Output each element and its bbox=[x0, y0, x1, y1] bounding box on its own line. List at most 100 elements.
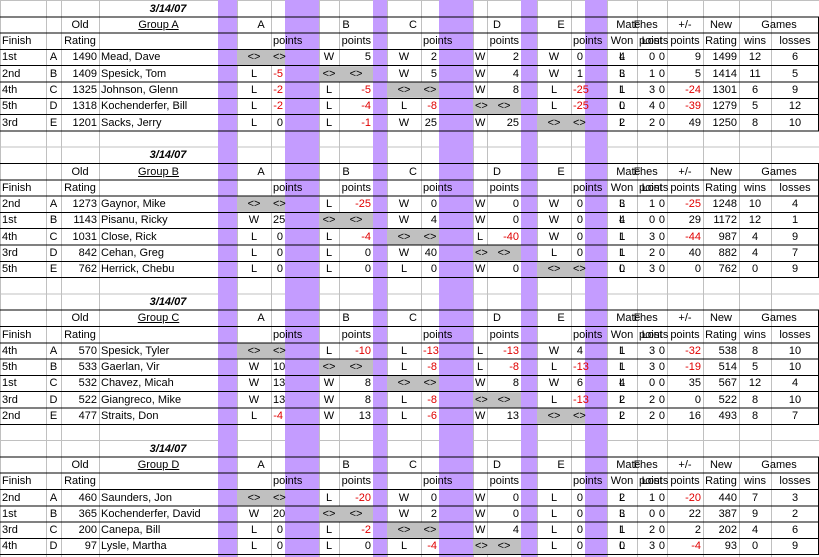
match-points[interactable]: 0 bbox=[576, 247, 583, 259]
player-name[interactable]: Mead, Dave bbox=[101, 51, 161, 64]
match-points[interactable]: -4 bbox=[361, 100, 371, 113]
rating-change[interactable]: -4 bbox=[691, 540, 701, 553]
player-name[interactable]: Herrick, Chebu bbox=[101, 263, 175, 276]
match-points[interactable]: -10 bbox=[355, 344, 371, 357]
header-losses[interactable]: losses bbox=[779, 181, 811, 194]
matches-won[interactable]: 1 bbox=[618, 344, 626, 357]
player-old-rating[interactable]: 97 bbox=[84, 540, 97, 553]
match-points[interactable]: 0 bbox=[658, 214, 665, 227]
new-rating[interactable]: 987 bbox=[718, 230, 737, 243]
match-result[interactable]: L bbox=[250, 410, 258, 422]
player-name[interactable]: Lysle, Martha bbox=[101, 540, 167, 553]
header-old[interactable]: Old bbox=[71, 165, 89, 178]
header-opponent[interactable]: E bbox=[557, 165, 565, 178]
matches-lost[interactable]: 0 bbox=[648, 507, 656, 520]
player-finish[interactable]: 2nd bbox=[2, 198, 21, 211]
games-wins[interactable]: 7 bbox=[751, 491, 759, 504]
player-name[interactable]: Cehan, Greg bbox=[101, 247, 164, 259]
header-plusminus[interactable]: +/- bbox=[678, 312, 692, 325]
matches-lost[interactable]: 0 bbox=[648, 214, 656, 227]
new-rating[interactable]: 1414 bbox=[712, 67, 737, 80]
header-opponent[interactable]: F bbox=[633, 18, 641, 31]
games-losses[interactable]: 6 bbox=[791, 51, 799, 64]
match-result[interactable]: L bbox=[618, 377, 626, 390]
header-rating[interactable]: Rating bbox=[64, 35, 96, 48]
match-result[interactable]: W bbox=[398, 198, 410, 211]
match-result[interactable]: L bbox=[400, 393, 408, 406]
games-wins[interactable]: 8 bbox=[751, 410, 759, 422]
match-result[interactable]: L bbox=[250, 116, 258, 129]
header-new[interactable]: New bbox=[709, 458, 732, 471]
match-points[interactable]: 0 bbox=[658, 198, 665, 211]
matches-lost[interactable]: 2 bbox=[648, 393, 656, 406]
match-result[interactable]: W bbox=[398, 247, 410, 259]
header-matches[interactable]: Matches bbox=[616, 458, 658, 471]
player-letter[interactable]: C bbox=[49, 84, 58, 96]
matches-lost[interactable]: 2 bbox=[648, 116, 656, 129]
player-letter[interactable]: A bbox=[49, 198, 58, 211]
player-old-rating[interactable]: 1409 bbox=[72, 67, 97, 80]
match-points[interactable]: -8 bbox=[427, 361, 437, 374]
match-points[interactable]: -2 bbox=[273, 84, 283, 96]
header-new[interactable]: New bbox=[709, 18, 732, 31]
match-points[interactable]: 0 bbox=[576, 540, 583, 553]
header-opponent[interactable]: E bbox=[557, 312, 565, 325]
match-points[interactable]: 2 bbox=[430, 51, 437, 64]
matches-won[interactable]: 1 bbox=[618, 361, 626, 374]
player-finish[interactable]: 1st bbox=[2, 507, 17, 520]
match-points[interactable]: 0 bbox=[658, 230, 665, 243]
match-result[interactable]: W bbox=[548, 214, 560, 227]
match-points[interactable]: 0 bbox=[658, 524, 665, 537]
match-points[interactable]: -6 bbox=[427, 410, 437, 422]
header-points[interactable]: points bbox=[341, 475, 371, 488]
match-points[interactable]: 0 bbox=[576, 214, 583, 227]
header-plusminus[interactable]: +/- bbox=[678, 165, 692, 178]
header-new-rating[interactable]: Rating bbox=[705, 181, 737, 194]
player-finish[interactable]: 3rd bbox=[2, 116, 18, 129]
match-result[interactable]: W bbox=[475, 507, 486, 520]
rating-change[interactable]: 9 bbox=[694, 51, 701, 64]
player-letter[interactable]: D bbox=[49, 540, 58, 553]
matches-lost[interactable]: 2 bbox=[648, 524, 656, 537]
games-wins[interactable]: 12 bbox=[748, 377, 762, 390]
player-finish[interactable]: 4th bbox=[2, 84, 18, 96]
player-old-rating[interactable]: 1031 bbox=[72, 230, 97, 243]
player-old-rating[interactable]: 1325 bbox=[72, 84, 97, 96]
match-result[interactable]: W bbox=[475, 410, 486, 422]
match-result[interactable]: L bbox=[550, 524, 558, 537]
match-points[interactable]: 0 bbox=[512, 491, 519, 504]
header-opponent[interactable]: D bbox=[493, 312, 501, 325]
player-old-rating[interactable]: 1273 bbox=[72, 198, 97, 211]
games-wins[interactable]: 11 bbox=[749, 67, 761, 80]
match-points[interactable]: 0 bbox=[364, 247, 371, 259]
match-points[interactable]: 8 bbox=[512, 377, 519, 390]
games-losses[interactable]: 5 bbox=[791, 67, 799, 80]
games-losses[interactable]: 3 bbox=[791, 491, 799, 504]
match-result[interactable]: L bbox=[325, 100, 333, 113]
match-result[interactable]: L bbox=[618, 524, 626, 537]
match-result[interactable]: L bbox=[325, 116, 333, 129]
matches-lost[interactable]: 3 bbox=[648, 84, 656, 96]
header-matches[interactable]: Matches bbox=[616, 312, 658, 325]
header-points[interactable]: points bbox=[639, 35, 669, 48]
games-wins[interactable]: 4 bbox=[751, 230, 759, 243]
player-name[interactable]: Spesick, Tyler bbox=[101, 344, 170, 357]
header-new-rating[interactable]: Rating bbox=[705, 328, 737, 341]
player-letter[interactable]: D bbox=[49, 247, 58, 259]
header-points[interactable]: points bbox=[573, 473, 602, 489]
match-points[interactable]: 0 bbox=[658, 540, 665, 553]
match-points[interactable]: 0 bbox=[658, 116, 665, 129]
match-points[interactable]: 0 bbox=[276, 116, 283, 129]
match-result[interactable]: W bbox=[548, 230, 560, 243]
match-result[interactable]: L bbox=[618, 410, 626, 422]
match-points[interactable]: 13 bbox=[273, 393, 286, 406]
player-finish[interactable]: 2nd bbox=[2, 410, 21, 422]
header-old[interactable]: Old bbox=[71, 312, 89, 325]
matches-lost[interactable]: 3 bbox=[648, 540, 656, 553]
header-new[interactable]: New bbox=[709, 312, 732, 325]
header-new-rating[interactable]: Rating bbox=[705, 35, 737, 48]
match-points[interactable]: -20 bbox=[355, 491, 371, 504]
match-result[interactable]: L bbox=[400, 540, 408, 553]
header-plusminus[interactable]: +/- bbox=[678, 458, 692, 471]
match-points[interactable]: -13 bbox=[573, 361, 589, 374]
